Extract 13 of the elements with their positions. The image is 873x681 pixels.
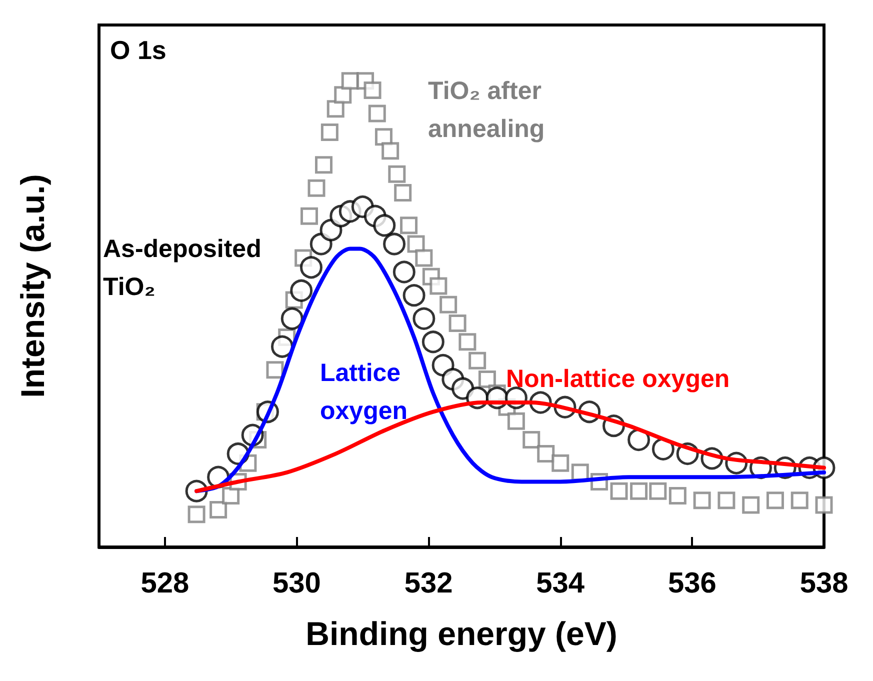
chart-title: O 1s [110,35,166,65]
series-label: As-deposited TiO₂ [103,235,262,301]
series-label: TiO₂ after annealing [428,77,545,143]
x-tick-label: 528 [140,568,190,600]
x-tick-label: 530 [272,568,321,600]
series-label: Non-lattice oxygen [506,365,730,393]
x-tick-label: 538 [800,568,848,600]
x-tick-label: 534 [536,568,585,600]
y-axis-title: Intensity (a.u.) [14,174,51,398]
x-axis-title: Binding energy (eV) [306,615,618,652]
series-label: Lattice oxygen [320,359,408,425]
x-tick-label: 536 [668,568,716,600]
x-tick-label: 532 [404,568,453,600]
